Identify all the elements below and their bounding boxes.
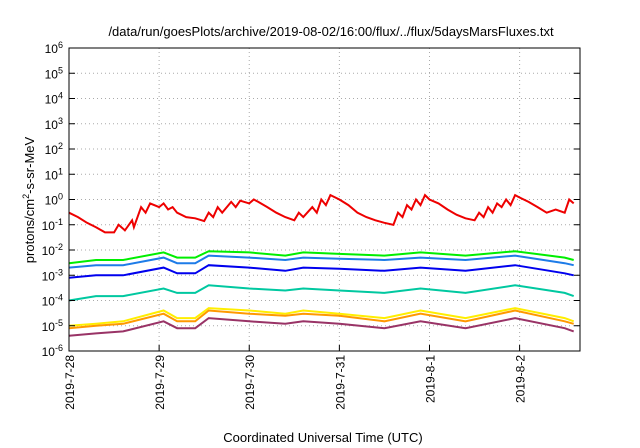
y-tick-base: 10 (42, 345, 56, 359)
y-tick-base: 10 (45, 143, 59, 157)
series-layer (68, 193, 575, 337)
y-tick-label: 103 (45, 116, 63, 132)
y-tick-label: 104 (45, 91, 63, 107)
x-tick-label: 2019-7-30 (243, 355, 257, 410)
y-tick-label: 105 (45, 65, 63, 81)
y-tick-base: 10 (45, 42, 59, 56)
y-tick-base: 10 (45, 168, 59, 182)
y-tick-exp: -3 (55, 267, 63, 277)
y-tick-base: 10 (45, 93, 59, 107)
x-axis-ticks: 2019-7-28 2019-7-29 2019-7-30 2019-7-31 2019… (63, 345, 528, 410)
x-tick-label: 2019-8-1 (423, 355, 437, 403)
y-tick-base: 10 (42, 295, 56, 309)
y-tick-base: 10 (42, 244, 56, 258)
y-tick-exp: 2 (58, 141, 63, 151)
y-tick-label: 102 (45, 141, 63, 157)
x-tick-label: 2019-7-29 (153, 355, 167, 410)
y-tick-label: 106 (45, 40, 63, 56)
y-tick-exp: -1 (55, 217, 63, 227)
y-tick-base: 10 (42, 219, 56, 233)
grid-lines (69, 48, 580, 351)
y-tick-exp: -4 (55, 293, 63, 303)
x-tick-label: 2019-7-28 (63, 355, 77, 410)
y-tick-label: 10-5 (42, 318, 63, 334)
y-tick-label: 10-1 (42, 217, 63, 233)
y-axis-label: protons/cm2-s-sr-MeV (21, 136, 37, 263)
y-tick-label: 10-2 (42, 242, 63, 258)
y-axis-label-sup: 2 (21, 194, 31, 199)
y-tick-base: 10 (45, 194, 59, 208)
x-tick-label: 2019-7-31 (333, 355, 347, 410)
series-line-1 (68, 193, 575, 234)
y-tick-exp: 4 (58, 91, 63, 101)
series-line-6 (68, 307, 575, 327)
y-tick-label: 10-6 (42, 343, 63, 359)
series-line-8 (68, 317, 575, 337)
series-line-5 (68, 284, 575, 302)
y-tick-base: 10 (42, 269, 56, 283)
y-tick-label: 10-4 (42, 293, 63, 309)
y-axis-label-rest: -s-sr-MeV (22, 136, 37, 193)
y-tick-exp: 0 (58, 192, 63, 202)
y-tick-base: 10 (42, 320, 56, 334)
series-line-2 (68, 250, 574, 265)
y-axis-label-base: protons/cm (22, 199, 37, 263)
y-tick-label: 100 (45, 192, 63, 208)
y-tick-label: 10-3 (42, 267, 63, 283)
x-tick-label: 2019-8-2 (514, 355, 528, 403)
y-tick-exp: 5 (58, 65, 63, 75)
y-tick-base: 10 (45, 118, 59, 132)
chart-title: /data/run/goesPlots/archive/2019-08-02/1… (108, 24, 554, 39)
series-line-4 (68, 264, 574, 279)
y-tick-exp: 1 (58, 166, 63, 176)
y-tick-base: 10 (45, 67, 59, 81)
y-tick-label: 101 (45, 166, 63, 182)
x-axis-label: Coordinated Universal Time (UTC) (223, 430, 422, 445)
series-line-3 (68, 254, 574, 269)
y-tick-exp: -2 (55, 242, 63, 252)
series-line-7 (68, 309, 574, 330)
y-tick-exp: 6 (58, 40, 63, 50)
y-tick-exp: -5 (55, 318, 63, 328)
y-axis-ticks: 10-610-510-410-310-210-11001011021031041… (42, 40, 580, 359)
y-tick-exp: 3 (58, 116, 63, 126)
y-tick-exp: -6 (55, 343, 63, 353)
